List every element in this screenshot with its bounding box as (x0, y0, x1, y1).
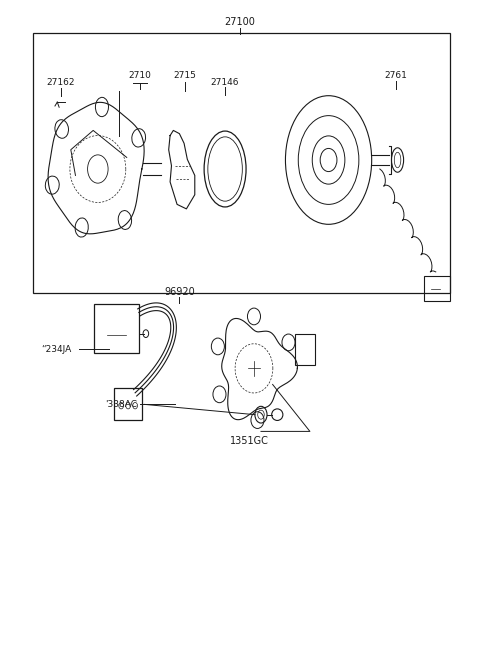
Text: 2715: 2715 (174, 71, 196, 80)
Text: 96920: 96920 (164, 287, 195, 297)
Text: 2710: 2710 (128, 71, 151, 80)
Text: 27146: 27146 (211, 78, 240, 87)
Text: “234JA: “234JA (41, 344, 71, 353)
Text: '338AC: '338AC (105, 400, 137, 409)
Text: 27162: 27162 (46, 78, 75, 87)
Text: 2761: 2761 (384, 71, 408, 80)
Text: 27100: 27100 (225, 17, 255, 28)
Text: 1351GC: 1351GC (230, 436, 269, 446)
Bar (33, 33, 450, 293)
